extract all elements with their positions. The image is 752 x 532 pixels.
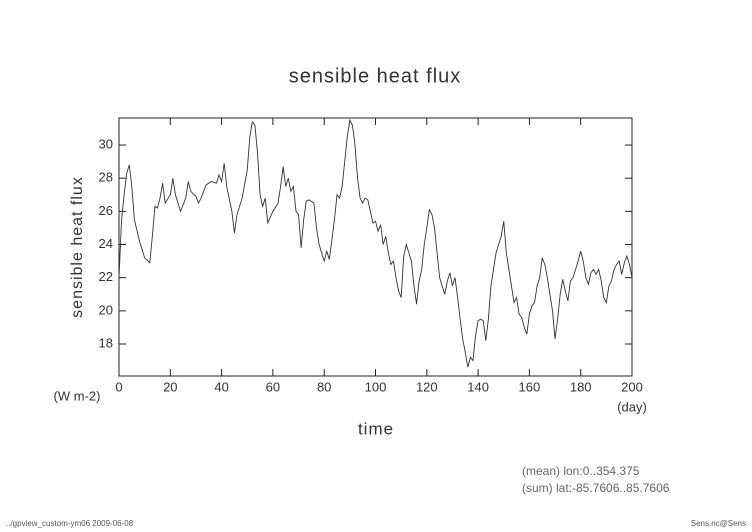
- x-tick-label: 200: [621, 379, 643, 394]
- x-tick-label: 20: [163, 379, 177, 394]
- footer-left: ../gpview_custom-ym06 2009-06-08: [6, 519, 134, 528]
- x-tick-label: 180: [570, 379, 592, 394]
- y-tick-label: 22: [99, 269, 113, 284]
- y-tick-label: 18: [99, 335, 113, 350]
- x-tick-label: 100: [365, 379, 387, 394]
- x-tick-label: 120: [416, 379, 438, 394]
- x-units: (day): [617, 399, 647, 414]
- y-axis-label: sensible heat flux: [69, 176, 86, 318]
- x-tick-label: 160: [519, 379, 541, 394]
- x-tick-label: 60: [266, 379, 280, 394]
- chart-title: sensible heat flux: [289, 65, 462, 87]
- y-tick-label: 30: [99, 136, 113, 151]
- x-tick-label: 140: [467, 379, 489, 394]
- data-line: [118, 118, 633, 368]
- footer-right: Sens.nc@Sens: [691, 519, 746, 528]
- annotation: (sum) lat:-85.7606..85.7606: [522, 481, 670, 495]
- y-tick-label: 26: [99, 203, 113, 218]
- y-tick-label: 20: [99, 302, 113, 317]
- x-axis-label: time: [358, 419, 394, 438]
- x-tick-label: 40: [214, 379, 228, 394]
- y-units: (W m-2): [54, 388, 101, 403]
- y-tick-label: 28: [99, 170, 113, 185]
- x-tick-label: 80: [317, 379, 331, 394]
- annotation: (mean) lon:0..354.375: [522, 464, 640, 478]
- x-tick-label: 0: [115, 379, 122, 394]
- y-tick-label: 24: [99, 236, 113, 251]
